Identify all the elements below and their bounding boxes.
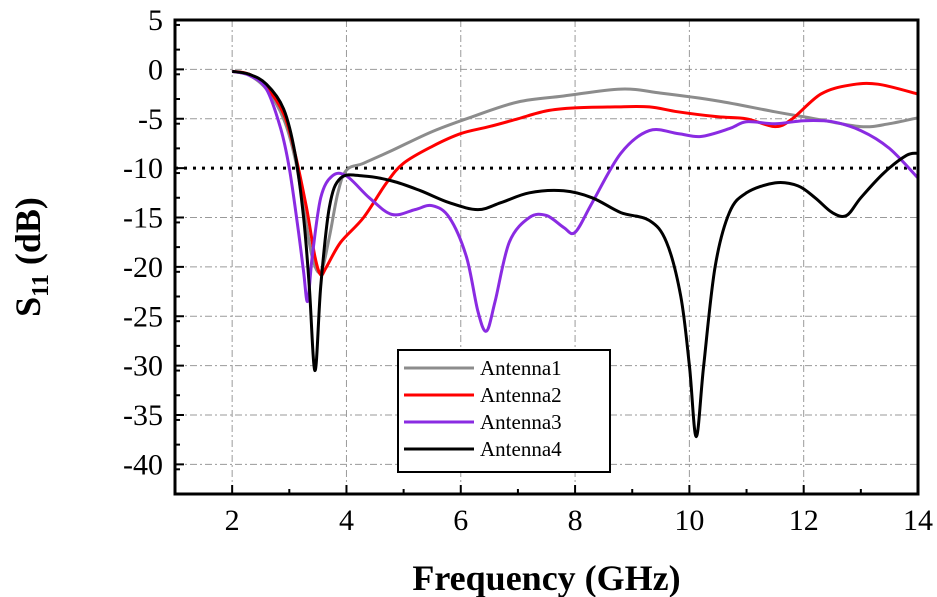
y-axis-title-subscript: 11	[28, 274, 54, 297]
y-tick-label: -40	[123, 448, 163, 481]
legend-box	[397, 349, 611, 473]
x-tick-label: 12	[789, 504, 819, 537]
y-tick-label: -20	[123, 251, 163, 284]
y-axis-title: S11 (dB)	[8, 197, 54, 317]
y-tick-label: -35	[123, 399, 163, 432]
x-tick-label: 4	[339, 504, 354, 537]
x-tick-label: 6	[453, 504, 468, 537]
y-axis-title-unit: (dB)	[8, 197, 48, 274]
series-lines	[231, 69, 920, 439]
y-tick-label: -15	[123, 202, 163, 235]
series-line-antenna4	[231, 69, 919, 439]
y-tick-label: -30	[123, 350, 163, 383]
x-tick-label: 10	[674, 504, 704, 537]
axis-ticks: 2 4 6 8 10 12 14 5 0 -5 -10 -15 -20 -25 -30 -35 -40	[123, 4, 933, 537]
y-axis-title-main: S	[8, 297, 48, 317]
legend-label: Antenna4	[480, 437, 562, 461]
x-tick-label: 8	[568, 504, 583, 537]
x-axis-title: Frequency (GHz)	[412, 558, 680, 597]
legend: Antenna1 Antenna2 Antenna3 Antenna4	[397, 349, 611, 473]
x-tick-label: 14	[903, 504, 933, 537]
y-tick-label: -5	[138, 103, 163, 136]
legend-label: Antenna2	[480, 383, 562, 407]
legend-label: Antenna1	[480, 356, 562, 380]
series-line-antenna3	[231, 69, 920, 333]
x-tick-label: 2	[225, 504, 240, 537]
y-tick-label: 5	[148, 4, 163, 37]
y-tick-label: -10	[123, 152, 163, 185]
legend-label: Antenna3	[480, 410, 562, 434]
y-tick-label: -25	[123, 300, 163, 333]
plot-frame	[173, 18, 920, 496]
series-line-antenna2	[231, 69, 919, 277]
y-tick-label: 0	[148, 53, 163, 86]
